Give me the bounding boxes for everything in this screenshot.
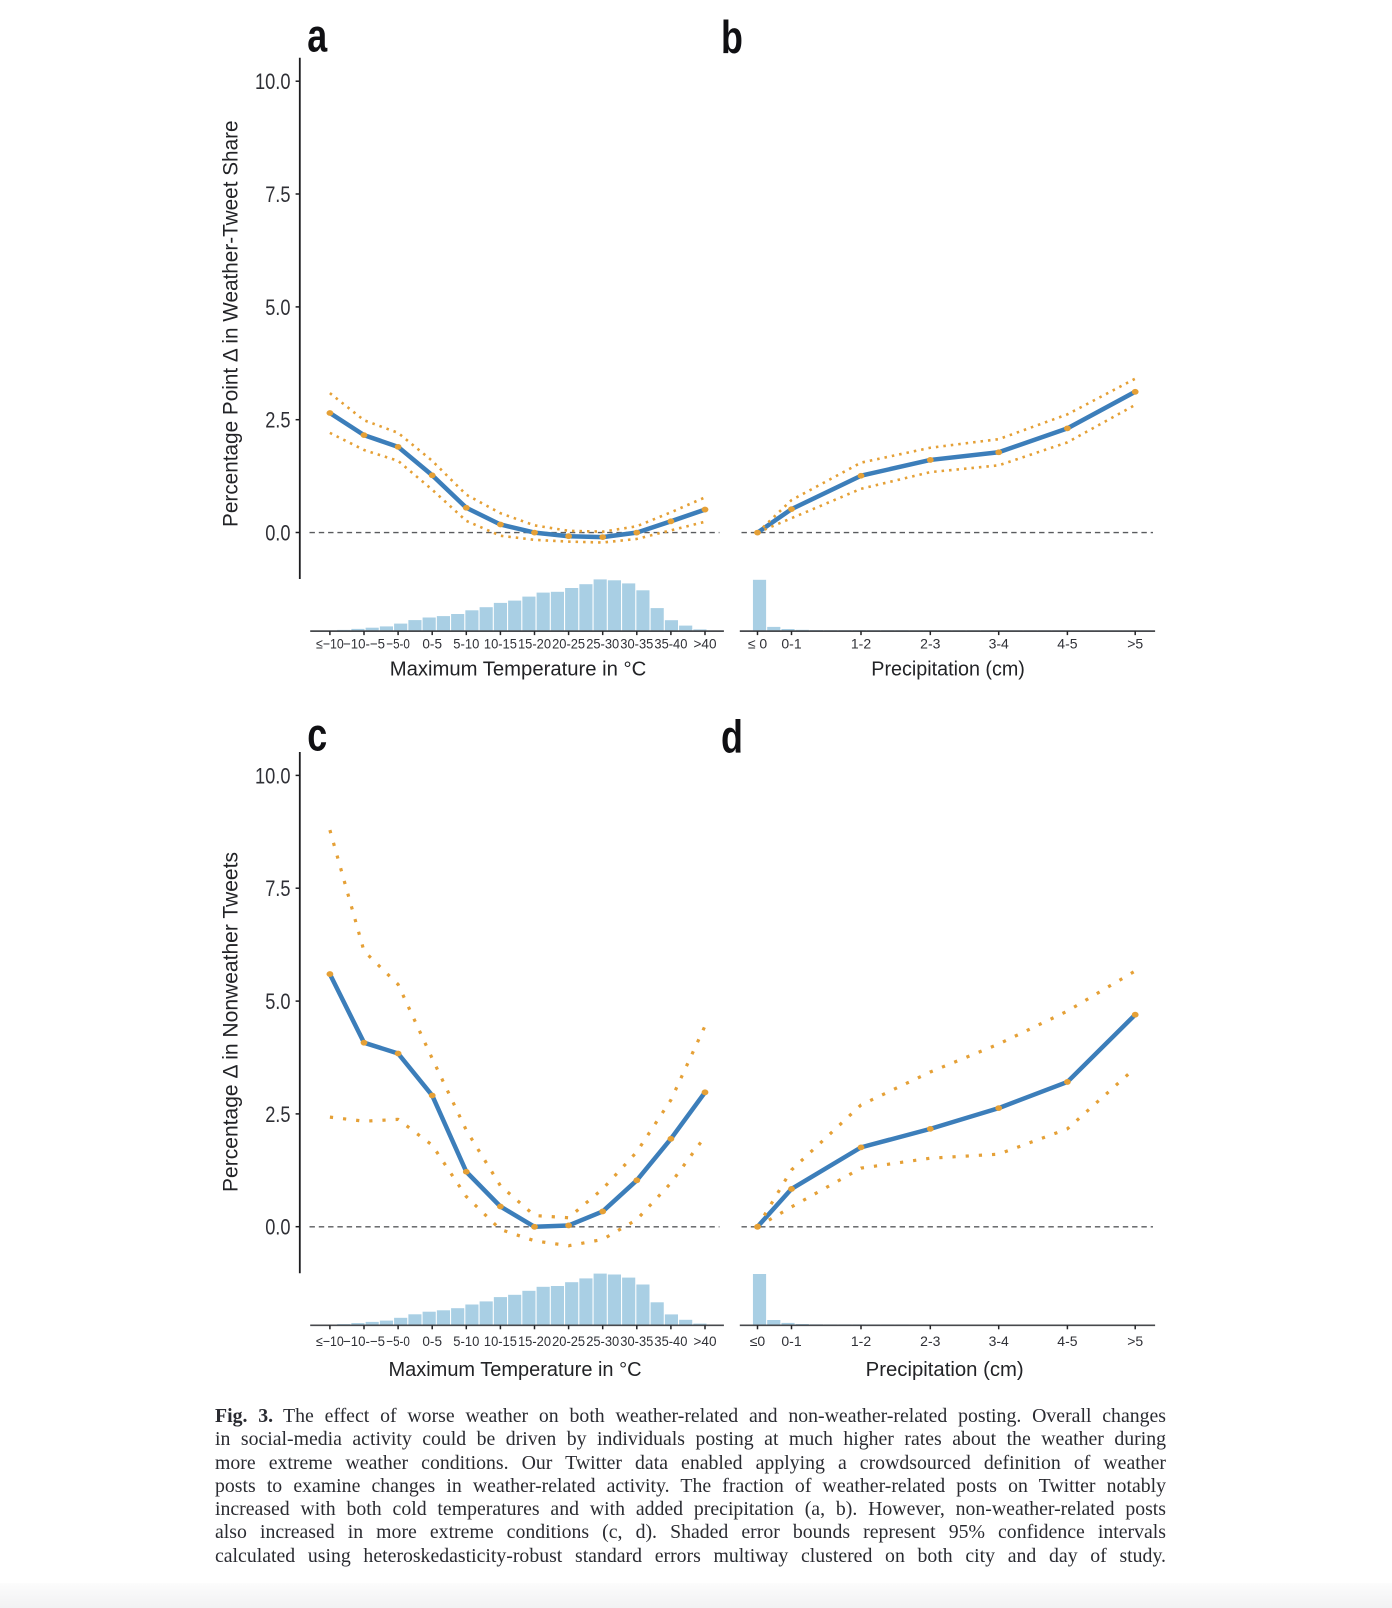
- svg-text:0.0: 0.0: [265, 521, 290, 546]
- svg-text:b: b: [721, 12, 743, 63]
- svg-text:Maximum Temperature in °C: Maximum Temperature in °C: [389, 1359, 642, 1381]
- svg-text:7.5: 7.5: [265, 876, 290, 901]
- svg-text:0-1: 0-1: [781, 636, 801, 652]
- svg-text:30-35: 30-35: [620, 636, 653, 652]
- svg-text:−10-−5: −10-−5: [343, 636, 385, 652]
- svg-text:2.5: 2.5: [265, 408, 290, 433]
- svg-text:30-35: 30-35: [620, 1333, 653, 1349]
- svg-text:35-40: 35-40: [654, 1333, 687, 1349]
- svg-text:10.0: 10.0: [255, 763, 291, 788]
- svg-text:10.0: 10.0: [255, 69, 291, 94]
- svg-text:5.0: 5.0: [265, 295, 290, 320]
- svg-text:0.0: 0.0: [265, 1215, 290, 1240]
- svg-text:35-40: 35-40: [654, 636, 687, 652]
- svg-text:>40: >40: [694, 1333, 717, 1349]
- svg-text:Maximum Temperature in °C: Maximum Temperature in °C: [390, 659, 647, 681]
- svg-text:3-4: 3-4: [989, 1333, 1009, 1349]
- svg-text:4-5: 4-5: [1057, 636, 1077, 652]
- svg-text:Precipitation (cm): Precipitation (cm): [866, 1359, 1024, 1381]
- svg-text:10-15: 10-15: [484, 1333, 517, 1349]
- svg-text:Precipitation (cm): Precipitation (cm): [871, 659, 1025, 681]
- svg-text:5-10: 5-10: [453, 1333, 479, 1349]
- svg-text:c: c: [307, 709, 327, 760]
- svg-text:10-15: 10-15: [484, 636, 517, 652]
- svg-text:25-30: 25-30: [586, 1333, 619, 1349]
- svg-text:0-1: 0-1: [781, 1333, 801, 1349]
- svg-text:−10-−5: −10-−5: [343, 1333, 385, 1349]
- svg-text:≤−10: ≤−10: [316, 636, 344, 652]
- svg-text:5-10: 5-10: [453, 636, 479, 652]
- svg-text:−5-0: −5-0: [386, 636, 410, 652]
- svg-text:15-20: 15-20: [518, 1333, 551, 1349]
- svg-text:>40: >40: [694, 636, 717, 652]
- svg-text:≤0: ≤0: [750, 1333, 766, 1349]
- svg-text:1-2: 1-2: [851, 1333, 871, 1349]
- svg-text:3-4: 3-4: [989, 636, 1009, 652]
- svg-text:0-5: 0-5: [422, 636, 442, 652]
- svg-text:15-20: 15-20: [518, 636, 551, 652]
- svg-text:≤−10: ≤−10: [316, 1333, 344, 1349]
- svg-text:>5: >5: [1127, 1333, 1143, 1349]
- svg-text:7.5: 7.5: [265, 182, 290, 207]
- svg-text:20-25: 20-25: [552, 636, 585, 652]
- svg-text:0-5: 0-5: [422, 1333, 442, 1349]
- svg-text:>5: >5: [1127, 636, 1143, 652]
- svg-text:5.0: 5.0: [265, 989, 290, 1014]
- svg-text:≤ 0: ≤ 0: [748, 636, 768, 652]
- svg-text:2-3: 2-3: [920, 1333, 940, 1349]
- svg-text:2.5: 2.5: [265, 1102, 290, 1127]
- svg-text:1-2: 1-2: [851, 636, 871, 652]
- svg-text:d: d: [721, 711, 743, 762]
- svg-text:Percentage Point Δ in Weather-: Percentage Point Δ in Weather-Tweet Shar…: [219, 120, 243, 527]
- svg-text:a: a: [307, 10, 328, 61]
- svg-text:20-25: 20-25: [552, 1333, 585, 1349]
- svg-text:25-30: 25-30: [586, 636, 619, 652]
- svg-text:Percentage Δ in Nonweather Twe: Percentage Δ in Nonweather Tweets: [219, 852, 243, 1192]
- svg-text:4-5: 4-5: [1057, 1333, 1077, 1349]
- svg-text:−5-0: −5-0: [386, 1333, 410, 1349]
- svg-text:2-3: 2-3: [920, 636, 940, 652]
